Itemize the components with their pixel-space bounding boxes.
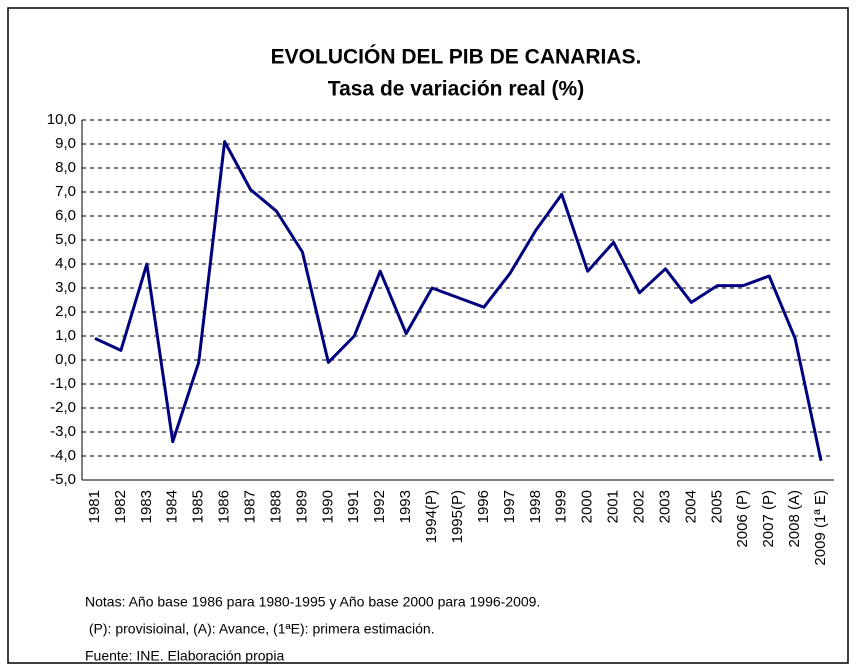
x-tick-label: 2005 (708, 490, 725, 523)
x-tick-label: 1997 (501, 490, 518, 523)
x-tick-label: 2001 (605, 490, 622, 523)
note: Fuente: INE. Elaboración propia (85, 648, 284, 664)
y-tick-label: 7,0 (55, 183, 76, 200)
x-tick-label: 2004 (682, 490, 699, 523)
note: Notas: Año base 1986 para 1980-1995 y Añ… (85, 594, 540, 610)
x-tick-label: 2009 (1ª E) (812, 490, 829, 566)
x-tick-label: 2008 (A) (786, 490, 803, 548)
x-tick-label: 2002 (630, 490, 647, 523)
y-tick-label: 4,0 (55, 255, 76, 272)
x-tick-label: 1987 (242, 490, 259, 523)
x-tick-label: 1986 (216, 490, 233, 523)
x-tick-label: 1989 (293, 490, 310, 523)
note: (P): provisioinal, (A): Avance, (1ªE): p… (85, 621, 435, 637)
x-tick-label: 1990 (319, 490, 336, 523)
x-tick-label: 1991 (345, 490, 362, 523)
x-tick-label: 1985 (190, 490, 207, 523)
chart-title: EVOLUCIÓN DEL PIB DE CANARIAS. (271, 45, 642, 69)
x-tick-label: 1998 (527, 490, 544, 523)
x-tick-label: 1992 (371, 490, 388, 523)
y-tick-label: 2,0 (55, 303, 76, 320)
y-tick-label: 10,0 (47, 111, 76, 128)
y-tick-label: 5,0 (55, 231, 76, 248)
y-tick-label: -3,0 (50, 423, 76, 440)
y-tick-label: 9,0 (55, 135, 76, 152)
x-tick-label: 1982 (112, 490, 129, 523)
chart-subtitle: Tasa de variación real (%) (328, 78, 584, 101)
y-tick-label: -5,0 (50, 471, 76, 488)
series-line (94, 140, 823, 462)
x-tick-label: 1984 (164, 490, 181, 523)
x-tick-label: 1983 (138, 490, 155, 523)
y-tick-label: -1,0 (50, 375, 76, 392)
x-tick-label: 2003 (656, 490, 673, 523)
y-tick-label: -2,0 (50, 399, 76, 416)
x-tick-label: 1999 (553, 490, 570, 523)
y-tick-label: 1,0 (55, 327, 76, 344)
x-tick-label: 2000 (579, 490, 596, 523)
x-tick-label: 1995(P) (449, 490, 466, 543)
x-tick-label: 2006 (P) (734, 490, 751, 548)
x-tick-label: 1981 (86, 490, 103, 523)
x-tick-label: 1993 (397, 490, 414, 523)
y-tick-label: 3,0 (55, 279, 76, 296)
y-tick-label: 6,0 (55, 207, 76, 224)
y-tick-label: 0,0 (55, 351, 76, 368)
x-tick-label: 1996 (475, 490, 492, 523)
y-tick-label: -4,0 (50, 447, 76, 464)
x-tick-label: 1994(P) (423, 490, 440, 543)
y-tick-label: 8,0 (55, 159, 76, 176)
x-tick-label: 2007 (P) (760, 490, 777, 548)
x-tick-label: 1988 (267, 490, 284, 523)
